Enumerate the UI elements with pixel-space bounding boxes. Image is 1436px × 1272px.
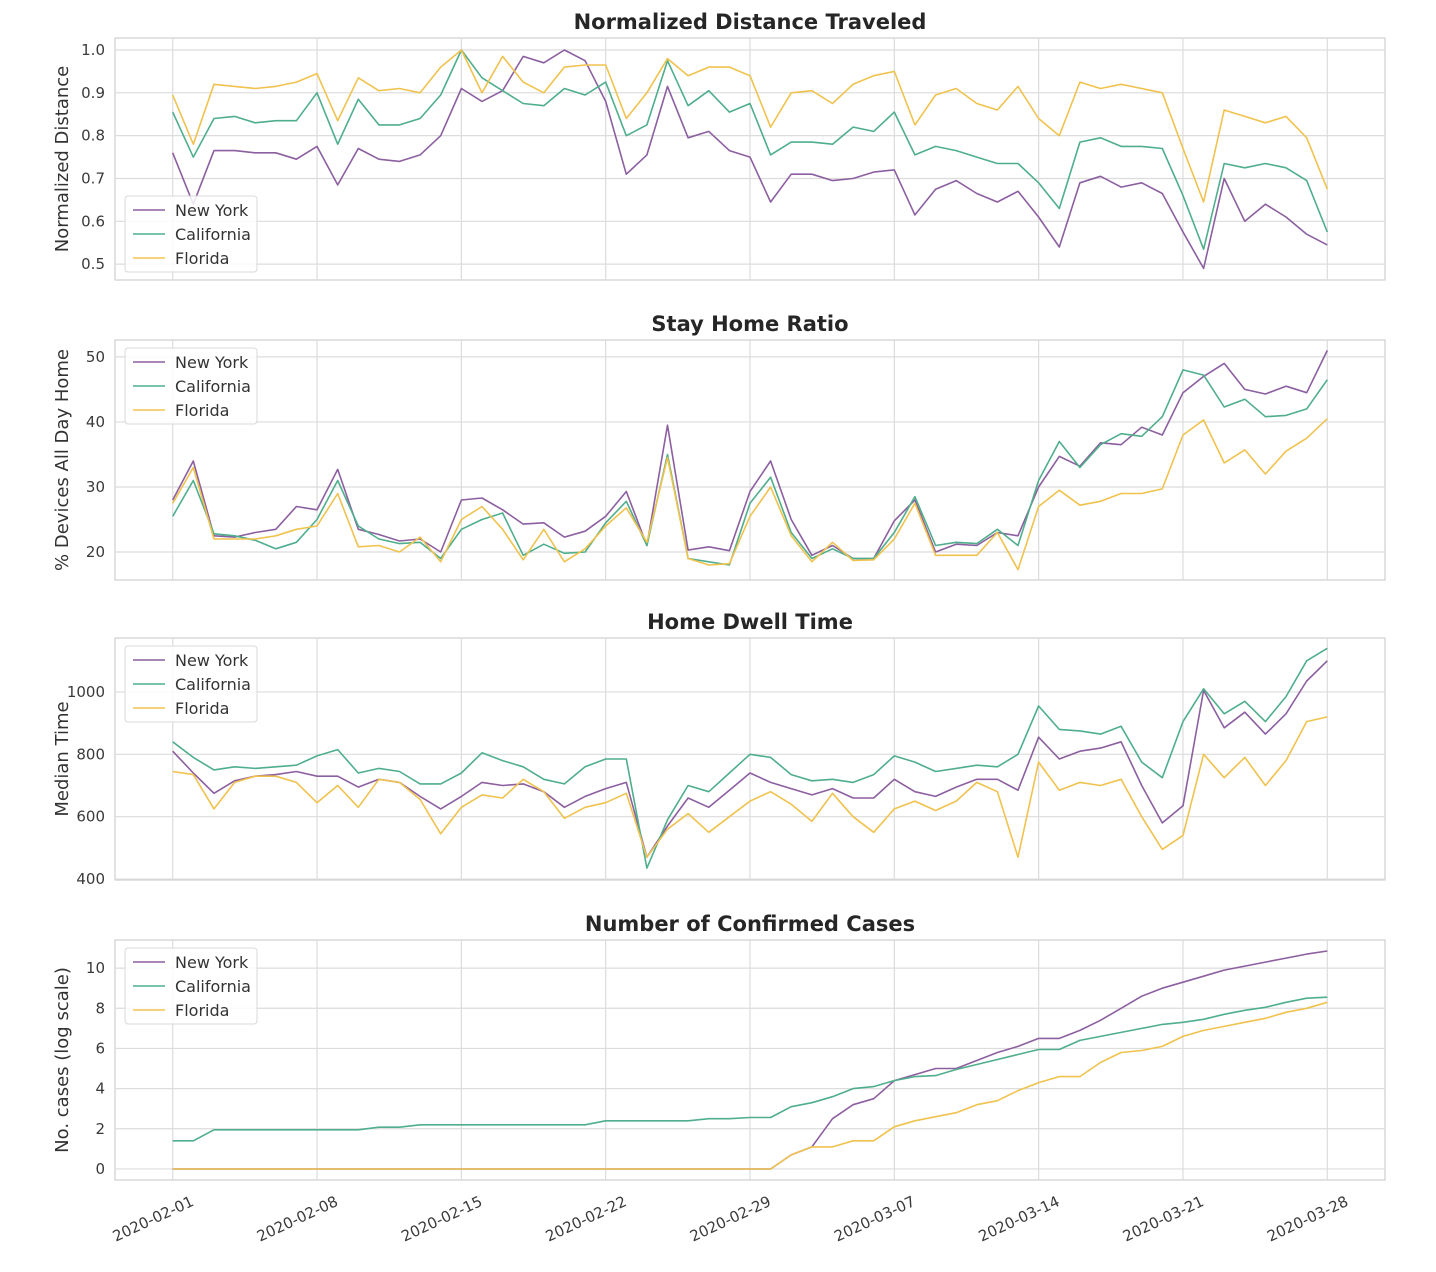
subplot-title: Home Dwell Time	[647, 610, 853, 634]
y-tick-label: 6	[95, 1039, 105, 1057]
subplot-title: Number of Confirmed Cases	[585, 912, 915, 936]
y-tick-label: 0.7	[81, 169, 105, 187]
legend-box	[124, 347, 258, 425]
subplot-4: 0 2 4 6 8 10 Number of Confirmed Cases No. case…	[52, 912, 1386, 1181]
series-line-california	[172, 369, 1328, 566]
y-axis-label: % Devices All Day Home	[52, 349, 73, 571]
legend-label: New York	[175, 651, 249, 670]
legend-box	[124, 947, 258, 1025]
y-tick-label: 600	[76, 808, 105, 826]
series-line-california	[171, 49, 1329, 250]
series-line-california	[172, 647, 1328, 869]
x-tick-label: 2020-02-15	[398, 1192, 485, 1245]
series-line-california	[172, 996, 1328, 1142]
x-tick-label: 2020-02-01	[110, 1192, 197, 1245]
legend: New York California Florida	[124, 947, 258, 1025]
legend: New York California Florida	[124, 347, 258, 425]
legend-label: Florida	[175, 401, 229, 420]
y-tick-label: 40	[86, 413, 105, 431]
y-tick-label: 0.8	[81, 127, 105, 145]
x-tick-label: 2020-03-07	[831, 1192, 918, 1245]
legend-label: Florida	[175, 249, 229, 268]
legend-box	[124, 195, 258, 273]
x-tick-label: 2020-02-29	[687, 1192, 774, 1245]
x-tick-label: 2020-03-21	[1120, 1192, 1207, 1245]
y-tick-label: 0.5	[81, 255, 105, 273]
legend-label: Florida	[175, 1001, 229, 1020]
series-line-new-york	[172, 660, 1328, 859]
y-axis-label: No. cases (log scale)	[52, 967, 73, 1153]
x-tick-label: 2020-03-28	[1264, 1192, 1351, 1245]
series-line-florida	[172, 716, 1328, 859]
legend: New York California Florida	[124, 195, 258, 273]
y-tick-label: 1000	[67, 683, 105, 701]
legend: New York California Florida	[124, 645, 258, 723]
subplot-3: 400 600 800 1000 Home Dwell Time Median Time N…	[52, 610, 1386, 888]
y-tick-label: 800	[76, 745, 105, 763]
legend-box	[124, 645, 258, 723]
legend-label: California	[175, 977, 251, 996]
y-tick-label: 20	[86, 543, 105, 561]
legend-label: California	[175, 675, 251, 694]
x-axis: 2020-02-01 2020-02-08 2020-02-15 2020-02-22…	[110, 1192, 1351, 1245]
y-tick-label: 0.6	[81, 212, 105, 230]
x-tick-label: 2020-02-22	[543, 1192, 630, 1245]
series-line-new-york	[171, 49, 1328, 270]
y-tick-label: 30	[86, 478, 105, 496]
y-tick-label: 400	[76, 870, 105, 888]
y-tick-label: 2	[95, 1120, 105, 1138]
legend-label: New York	[175, 353, 249, 372]
series-line-florida	[172, 1001, 1328, 1170]
y-tick-label: 1.0	[81, 41, 105, 59]
legend-label: New York	[175, 953, 249, 972]
y-tick-label: 0	[95, 1160, 105, 1178]
y-tick-label: 10	[86, 959, 105, 977]
y-axis-label: Normalized Distance	[52, 66, 73, 253]
subplot-title: Stay Home Ratio	[651, 312, 848, 336]
y-tick-label: 0.9	[81, 84, 105, 102]
y-tick-label: 8	[95, 999, 105, 1017]
legend-label: California	[175, 377, 251, 396]
x-tick-label: 2020-02-08	[254, 1192, 341, 1245]
y-tick-label: 4	[95, 1080, 105, 1098]
y-axis-label: Median Time	[52, 701, 73, 816]
subplot-1: 0.5 0.6 0.7 0.8 0.9 1.0 Normalized Distance Tr…	[52, 10, 1386, 281]
subplot-title: Normalized Distance Traveled	[574, 10, 927, 34]
y-tick-label: 50	[86, 348, 105, 366]
legend-label: New York	[175, 201, 249, 220]
series-line-florida	[171, 49, 1329, 203]
subplot-2: 20 30 40 50 Stay Home Ratio % Devices All Day…	[52, 312, 1386, 581]
legend-label: California	[175, 225, 251, 244]
series-line-florida	[172, 418, 1328, 571]
x-tick-label: 2020-03-14	[976, 1192, 1063, 1245]
legend-label: Florida	[175, 699, 229, 718]
